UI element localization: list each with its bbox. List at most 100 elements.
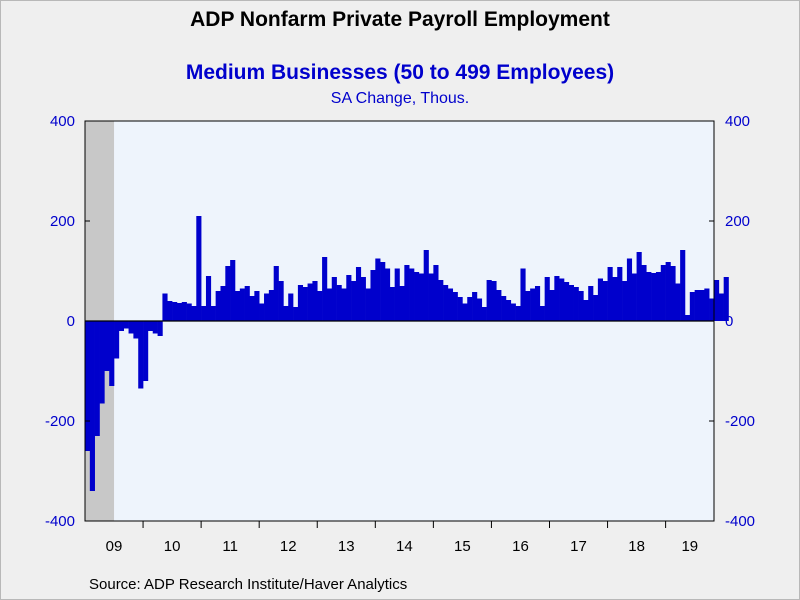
bar xyxy=(607,267,613,321)
bar xyxy=(723,277,729,321)
bar xyxy=(196,216,202,321)
bar xyxy=(152,321,158,334)
bar xyxy=(336,285,342,321)
bar xyxy=(375,258,381,321)
bar xyxy=(389,287,395,321)
bar xyxy=(288,293,294,321)
x-tick-label: 14 xyxy=(396,538,413,555)
x-tick-label: 11 xyxy=(222,538,238,555)
bar xyxy=(597,278,604,321)
bar xyxy=(626,258,633,321)
x-tick-label: 18 xyxy=(628,538,645,555)
bar xyxy=(515,306,521,321)
bar xyxy=(525,291,531,321)
bar xyxy=(99,321,105,404)
bar xyxy=(307,283,313,321)
bar xyxy=(384,268,391,321)
bar xyxy=(157,321,163,336)
bar xyxy=(322,257,328,321)
bar xyxy=(230,260,236,321)
bar xyxy=(331,277,337,321)
bar xyxy=(718,293,724,321)
bar xyxy=(172,302,178,321)
bar xyxy=(486,280,492,321)
bar xyxy=(665,262,671,321)
bar xyxy=(447,288,454,321)
bar xyxy=(622,281,628,321)
bar xyxy=(399,286,405,321)
bar xyxy=(162,293,168,321)
bar xyxy=(462,303,468,321)
bar xyxy=(544,277,550,321)
bar xyxy=(191,306,197,321)
bar xyxy=(128,321,134,334)
bar xyxy=(317,291,323,321)
bar xyxy=(94,321,100,436)
bar xyxy=(651,273,657,321)
bar xyxy=(496,290,502,321)
bar xyxy=(675,283,681,321)
x-tick-label: 19 xyxy=(681,538,698,555)
bar xyxy=(670,266,676,321)
bar xyxy=(312,281,318,321)
bar xyxy=(365,288,371,321)
bar xyxy=(481,307,487,321)
bar xyxy=(510,303,516,321)
bar xyxy=(612,277,618,321)
bar xyxy=(636,252,642,321)
y-tick-label-left: 200 xyxy=(50,213,75,230)
bar xyxy=(428,273,434,321)
bar xyxy=(355,267,362,321)
bar xyxy=(104,321,110,371)
bar xyxy=(409,268,415,321)
bar xyxy=(433,265,439,321)
bar xyxy=(254,291,260,321)
bar xyxy=(273,266,279,321)
bar xyxy=(346,275,352,321)
bar xyxy=(583,300,589,321)
y-tick-label-right: 200 xyxy=(725,213,750,230)
bar xyxy=(244,286,250,321)
bar xyxy=(89,321,95,491)
bar xyxy=(689,292,695,321)
bar xyxy=(709,298,715,321)
bar xyxy=(418,273,424,321)
x-tick-label: 17 xyxy=(570,538,587,555)
bar xyxy=(631,273,637,321)
y-tick-label-right: 400 xyxy=(725,113,750,130)
bar xyxy=(680,250,686,321)
bar xyxy=(602,281,608,321)
bar xyxy=(201,306,207,321)
bar xyxy=(147,321,154,331)
bar xyxy=(423,250,429,321)
bar xyxy=(684,315,691,321)
bar xyxy=(452,292,458,321)
bar xyxy=(264,293,270,321)
bar xyxy=(655,272,662,321)
bar xyxy=(143,321,149,381)
bar xyxy=(520,268,526,321)
bar xyxy=(341,288,347,321)
bar xyxy=(491,281,497,321)
bar xyxy=(617,267,623,321)
bar xyxy=(593,295,599,321)
bar xyxy=(554,276,560,321)
x-tick-label: 09 xyxy=(106,538,123,555)
bar xyxy=(588,286,594,321)
source-note: Source: ADP Research Institute/Haver Ana… xyxy=(89,576,408,593)
bar xyxy=(85,321,91,451)
bar xyxy=(559,278,565,321)
bar xyxy=(302,287,308,321)
bar xyxy=(660,265,666,321)
bar xyxy=(380,262,386,321)
bar xyxy=(205,276,212,321)
bar xyxy=(394,268,400,321)
bar xyxy=(467,297,473,321)
bar xyxy=(443,285,449,321)
y-tick-label-left: -400 xyxy=(45,513,75,530)
bar xyxy=(438,280,444,321)
y-tick-label-left: -200 xyxy=(45,413,75,430)
bar xyxy=(505,300,512,321)
bar xyxy=(714,280,720,321)
